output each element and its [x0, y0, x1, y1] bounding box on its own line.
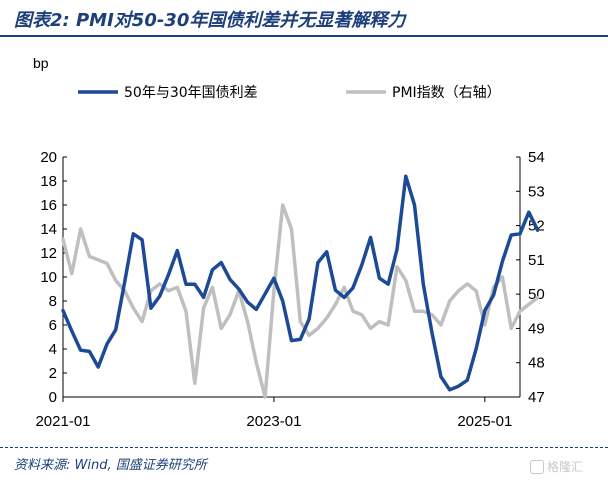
left-tick-label: 8: [49, 293, 57, 310]
watermark: 格隆汇: [530, 458, 583, 475]
right-tick-label: 49: [528, 320, 545, 337]
left-tick-label: 0: [49, 389, 57, 406]
watermark-logo-icon: [530, 460, 544, 474]
watermark-text: 格隆汇: [547, 460, 584, 474]
left-tick-label: 10: [40, 269, 57, 286]
left-tick-label: 12: [40, 245, 57, 262]
right-tick-label: 54: [528, 149, 545, 166]
x-tick-label: 2021-01: [35, 413, 90, 430]
x-tick-label: 2025-01: [457, 413, 512, 430]
legend-pmi-label: PMI指数（右轴）: [392, 85, 501, 101]
chart-canvas: 0246810121416182047484950515253542021-01…: [33, 55, 545, 430]
series-line-pmi: [61, 203, 540, 399]
left-tick-label: 18: [40, 173, 57, 190]
left-tick-label: 2: [49, 365, 57, 382]
right-tick-label: 50: [528, 286, 545, 303]
right-tick-label: 48: [528, 355, 545, 372]
x-tick-label: 2023-01: [246, 413, 301, 430]
right-tick-label: 51: [528, 252, 545, 269]
legend-spread-label: 50年与30年国债利差: [124, 85, 258, 101]
left-axis-unit: bp: [33, 55, 49, 71]
title-divider: [0, 35, 608, 37]
right-tick-label: 47: [528, 389, 545, 406]
source-divider: [0, 447, 608, 448]
right-tick-label: 53: [528, 183, 545, 200]
left-tick-label: 6: [49, 317, 57, 334]
figure-header: 图表2: PMI对50-30年国债利差并无显著解释力: [0, 0, 608, 40]
left-tick-label: 20: [40, 149, 57, 166]
figure-source: 资料来源: Wind, 国盛证券研究所: [14, 458, 207, 473]
left-tick-label: 14: [40, 221, 57, 238]
figure-title: 图表2: PMI对50-30年国债利差并无显著解释力: [14, 10, 406, 31]
left-tick-label: 16: [40, 197, 57, 214]
left-tick-label: 4: [49, 341, 57, 358]
series-line-spread: [61, 174, 540, 392]
